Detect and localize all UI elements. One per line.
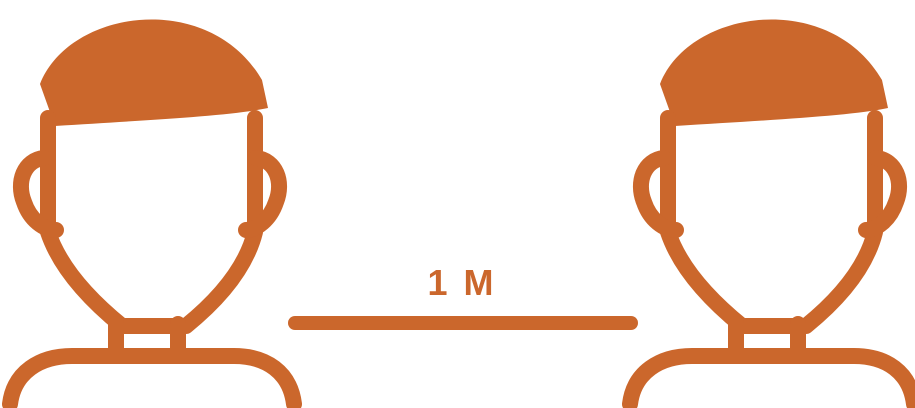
distance-label: 1 M <box>427 262 497 303</box>
person-icon <box>0 0 310 408</box>
distance-marker: 1 M <box>284 258 640 338</box>
person-right-svg <box>622 19 915 408</box>
distance-line <box>288 316 638 330</box>
person-icon <box>620 0 915 408</box>
person-left-svg <box>2 19 302 408</box>
